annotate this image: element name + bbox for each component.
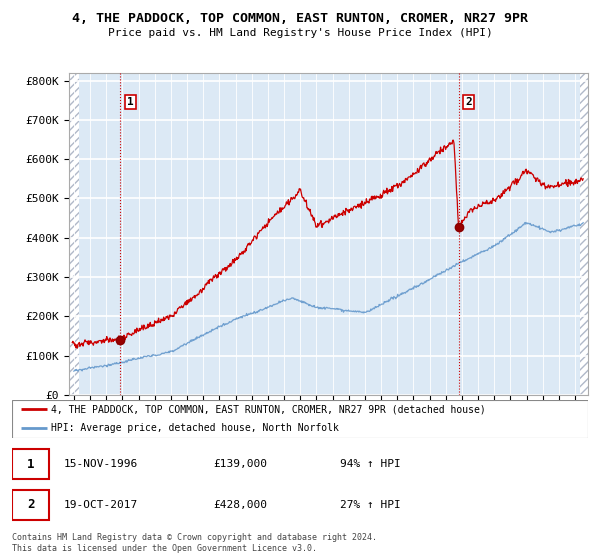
FancyBboxPatch shape [12,489,49,520]
Bar [580,73,588,395]
Text: Price paid vs. HM Land Registry's House Price Index (HPI): Price paid vs. HM Land Registry's House … [107,28,493,38]
Text: 2: 2 [27,498,34,511]
Text: 94% ↑ HPI: 94% ↑ HPI [340,459,401,469]
Bar [69,73,79,395]
Text: 27% ↑ HPI: 27% ↑ HPI [340,500,401,510]
Text: 4, THE PADDOCK, TOP COMMON, EAST RUNTON, CROMER, NR27 9PR (detached house): 4, THE PADDOCK, TOP COMMON, EAST RUNTON,… [51,404,486,414]
Text: 1: 1 [27,458,34,470]
Bar [580,73,588,395]
Text: 2: 2 [465,97,472,107]
Text: 15-NOV-1996: 15-NOV-1996 [64,459,138,469]
Text: Contains HM Land Registry data © Crown copyright and database right 2024.
This d: Contains HM Land Registry data © Crown c… [12,533,377,553]
Bar [69,73,79,395]
Text: 1: 1 [127,97,134,107]
Text: HPI: Average price, detached house, North Norfolk: HPI: Average price, detached house, Nort… [51,423,339,433]
Text: £139,000: £139,000 [214,459,268,469]
Text: 4, THE PADDOCK, TOP COMMON, EAST RUNTON, CROMER, NR27 9PR: 4, THE PADDOCK, TOP COMMON, EAST RUNTON,… [72,12,528,25]
Text: 19-OCT-2017: 19-OCT-2017 [64,500,138,510]
Text: £428,000: £428,000 [214,500,268,510]
FancyBboxPatch shape [12,449,49,479]
